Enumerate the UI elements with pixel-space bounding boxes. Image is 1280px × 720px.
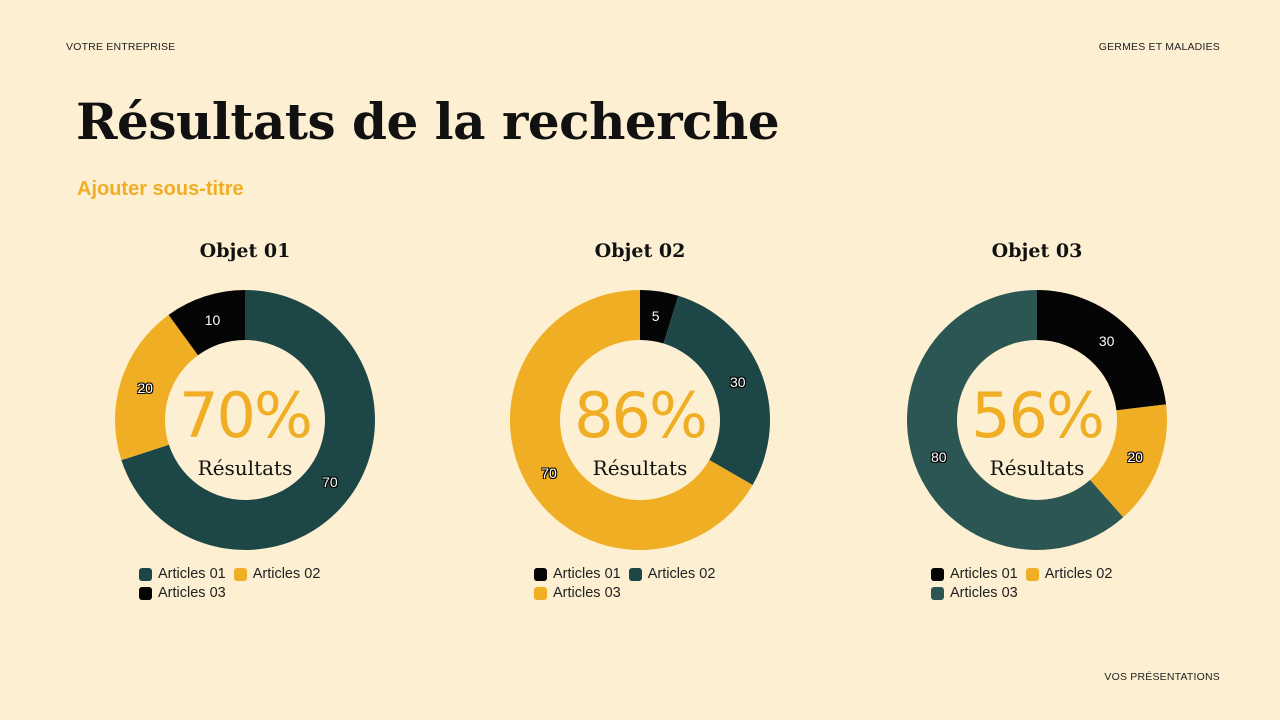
legend-item: Articles 03	[139, 585, 226, 601]
legend-item: Articles 02	[628, 566, 716, 582]
legend-swatch-icon	[1025, 567, 1039, 581]
legend-swatch-icon	[931, 586, 944, 600]
legend-item: Articles 03	[534, 585, 621, 601]
center-label: Résultats	[989, 456, 1085, 480]
donut-chart-objet-02: Objet 02 86% Résultats Articles 01 Articl…	[490, 236, 790, 616]
legend-swatch-icon	[628, 567, 642, 581]
donut-segment	[510, 290, 753, 550]
donut-svg	[115, 290, 375, 550]
legend-label: Articles 02	[252, 566, 321, 582]
legend-label: Articles 02	[647, 566, 716, 582]
legend-item: Articles 02	[233, 566, 321, 582]
donut-segment	[907, 290, 1124, 550]
legend-swatch-icon	[139, 567, 152, 581]
chart-legend: Articles 01 Articles 02 Articles 03	[534, 566, 774, 604]
chart-legend: Articles 01 Articles 02 Articles 03	[931, 566, 1171, 604]
legend-item: Articles 01	[534, 566, 621, 582]
company-label: VOTRE ENTREPRISE	[66, 41, 176, 53]
center-label: Résultats	[197, 456, 293, 480]
donut-segment	[1037, 290, 1167, 411]
chart-title: Objet 03	[991, 240, 1083, 262]
segment-value-label: 30	[729, 373, 746, 390]
legend-item: Articles 01	[139, 566, 226, 582]
legend-label: Articles 01	[158, 566, 226, 582]
legend-label: Articles 03	[950, 585, 1018, 601]
segment-value-label: 70	[322, 473, 338, 490]
donut-segment	[115, 314, 198, 461]
topic-label: GERMES ET MALADIES	[1098, 41, 1220, 53]
donut-chart-objet-03: Objet 03 56% Résultats Articles 01 Articl…	[887, 236, 1187, 616]
donut-segment	[663, 295, 770, 485]
legend-swatch-icon	[931, 567, 944, 581]
chart-title: Objet 01	[199, 240, 291, 262]
center-value: 56%	[971, 379, 1105, 452]
legend-label: Articles 03	[553, 585, 621, 601]
legend-item: Articles 01	[931, 566, 1018, 582]
legend-swatch-icon	[233, 567, 247, 581]
legend-swatch-icon	[534, 586, 547, 600]
chart-legend: Articles 01 Articles 02 Articles 03	[139, 566, 379, 604]
legend-label: Articles 01	[553, 566, 621, 582]
donut-segment	[121, 290, 375, 550]
segment-value-label: 30	[1098, 333, 1115, 350]
donut-svg	[510, 290, 770, 550]
chart-title: Objet 02	[594, 240, 686, 262]
footer-label: VOS PRÉSENTATIONS	[1104, 671, 1220, 683]
legend-label: Articles 03	[158, 585, 226, 601]
donut-segment	[1090, 404, 1167, 518]
center-value: 86%	[574, 379, 708, 452]
segment-value-label: 80	[931, 449, 947, 466]
legend-label: Articles 01	[950, 566, 1018, 582]
donut-segment	[168, 290, 245, 356]
center-label: Résultats	[592, 456, 688, 480]
legend-swatch-icon	[139, 586, 152, 600]
donut-segment	[640, 290, 679, 344]
center-value: 70%	[179, 379, 313, 452]
legend-label: Articles 02	[1044, 566, 1113, 582]
segment-value-label: 5	[651, 308, 660, 325]
segment-value-label: 20	[1127, 449, 1143, 466]
page-title: Résultats de la recherche	[76, 92, 780, 151]
legend-swatch-icon	[534, 567, 547, 581]
donut-svg	[907, 290, 1167, 550]
page-subtitle: Ajouter sous-titre	[77, 178, 244, 200]
segment-value-label: 20	[137, 379, 153, 396]
legend-item: Articles 03	[931, 585, 1018, 601]
legend-item: Articles 02	[1025, 566, 1113, 582]
segment-value-label: 70	[541, 464, 557, 481]
donut-chart-objet-01: Objet 01 70% Résultats Articles 01 Articl…	[95, 236, 395, 616]
segment-value-label: 10	[204, 312, 221, 329]
